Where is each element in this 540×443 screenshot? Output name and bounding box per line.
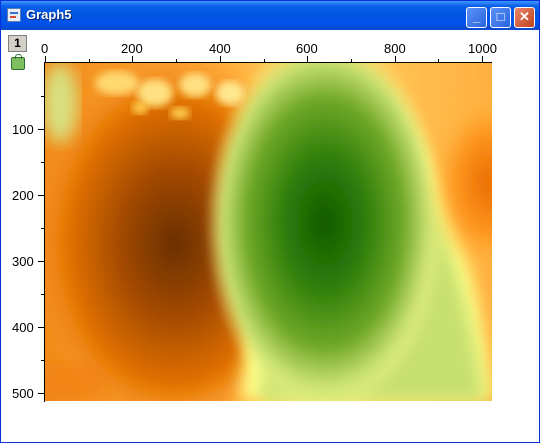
close-button[interactable]: ✕ — [514, 7, 535, 28]
y-tick-label: 100 — [12, 122, 34, 137]
y-tick-label: 200 — [12, 188, 34, 203]
x-tick-minor — [351, 59, 352, 62]
y-tick-minor — [41, 162, 44, 163]
y-tick-major — [38, 261, 44, 262]
y-tick-minor — [41, 96, 44, 97]
y-tick-minor — [41, 228, 44, 229]
x-tick-label: 600 — [296, 41, 318, 56]
x-tick-label: 1000 — [468, 41, 497, 56]
x-tick-major — [395, 56, 396, 62]
x-tick-minor — [89, 59, 90, 62]
x-tick-minor — [176, 59, 177, 62]
y-axis-line — [44, 62, 45, 402]
y-tick-major — [38, 129, 44, 130]
x-tick-major — [307, 56, 308, 62]
y-tick-major — [38, 393, 44, 394]
y-tick-minor — [41, 294, 44, 295]
layer-tab[interactable]: 1 — [8, 35, 27, 52]
minimize-button[interactable]: _ — [466, 7, 487, 28]
x-tick-major — [482, 56, 483, 62]
y-tick-minor — [41, 360, 44, 361]
contour-heatmap[interactable] — [45, 63, 492, 401]
y-tick-label: 500 — [12, 386, 34, 401]
heatmap-svg — [45, 63, 492, 401]
y-tick-major — [38, 327, 44, 328]
x-tick-label: 200 — [121, 41, 143, 56]
x-axis-line — [45, 62, 492, 63]
y-tick-label: 300 — [12, 254, 34, 269]
title-bar[interactable]: Graph5 _ □ ✕ — [1, 1, 539, 30]
x-tick-label: 0 — [41, 41, 49, 56]
maximize-button[interactable]: □ — [490, 7, 511, 28]
x-tick-major — [45, 56, 46, 62]
x-tick-label: 800 — [384, 41, 406, 56]
window-title: Graph5 — [26, 7, 72, 22]
x-tick-major — [132, 56, 133, 62]
y-tick-label: 400 — [12, 320, 34, 335]
x-tick-minor — [438, 59, 439, 62]
lock-icon[interactable] — [11, 54, 25, 70]
graph-window-icon[interactable] — [7, 8, 21, 22]
x-tick-major — [220, 56, 221, 62]
x-tick-label: 400 — [209, 41, 231, 56]
y-tick-major — [38, 195, 44, 196]
x-tick-minor — [264, 59, 265, 62]
